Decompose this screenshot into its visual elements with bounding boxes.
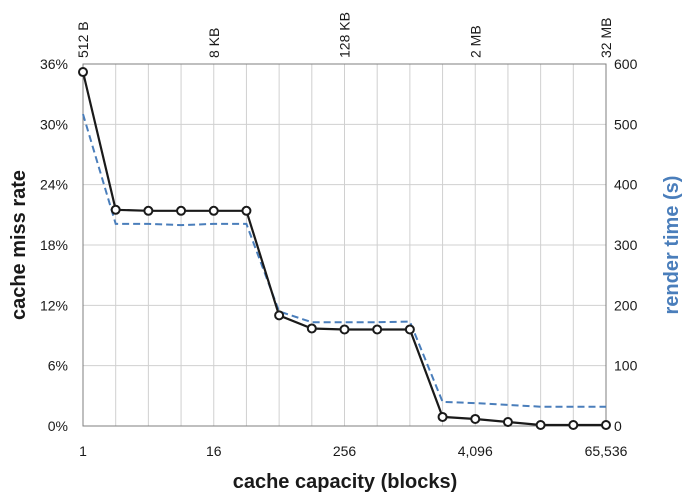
miss-rate-point (502, 416, 513, 427)
y-tick-label: 24% (40, 177, 68, 193)
y2-tick-label: 300 (614, 237, 638, 253)
top-tick-label: 128 KB (337, 12, 353, 58)
y2-tick-label: 100 (614, 358, 638, 374)
grid (83, 64, 606, 426)
miss-rate-point (208, 205, 219, 216)
miss-rate-point (601, 419, 611, 430)
y2-axis-label: render time (s) (661, 176, 683, 315)
miss-rate-point (110, 204, 121, 215)
y2-tick-label: 0 (614, 418, 622, 434)
top-tick-label: 8 KB (206, 28, 222, 58)
x-axis-label: cache capacity (blocks) (233, 471, 458, 493)
y-tick-label: 30% (40, 116, 68, 132)
y-tick-label: 18% (40, 237, 68, 253)
miss-rate-point (241, 205, 252, 216)
miss-rate-point (404, 324, 415, 335)
miss-rate-point (535, 419, 546, 430)
miss-rate-point (143, 205, 154, 216)
y2-tick-label: 400 (614, 177, 638, 193)
tick-labels: 1 16 256 4,096 65,536 512 B 8 KB 128 KB 2 MB 32 M… (40, 12, 638, 459)
miss-rate-point (306, 323, 317, 334)
y2-tick-label: 600 (614, 56, 638, 72)
y-tick-label: 0% (48, 418, 68, 434)
x-tick-label: 4,096 (458, 443, 493, 459)
y-tick-label: 6% (48, 358, 68, 374)
top-tick-label: 2 MB (467, 25, 483, 58)
miss-rate-point (176, 205, 187, 216)
x-tick-label: 1 (79, 443, 87, 459)
miss-rate-point (274, 310, 285, 321)
series-layer (78, 67, 611, 430)
top-tick-label: 512 B (75, 21, 91, 58)
miss-rate-point (372, 324, 383, 335)
y-tick-label: 36% (40, 56, 68, 72)
miss-rate-point (78, 67, 88, 78)
x-tick-label: 16 (206, 443, 222, 459)
miss-rate-point (568, 419, 579, 430)
y2-tick-label: 500 (614, 116, 638, 132)
miss-rate-point (339, 324, 350, 335)
y-axis-label: cache miss rate (8, 170, 30, 320)
plot-frame (82, 63, 607, 427)
miss-rate-point (437, 411, 448, 422)
y-tick-label: 12% (40, 297, 68, 313)
x-tick-label: 256 (333, 443, 357, 459)
y2-tick-label: 200 (614, 297, 638, 313)
top-tick-label: 32 MB (598, 18, 614, 58)
miss-rate-point (470, 413, 481, 424)
x-tick-label: 65,536 (585, 443, 628, 459)
render-time-line (82, 113, 606, 408)
